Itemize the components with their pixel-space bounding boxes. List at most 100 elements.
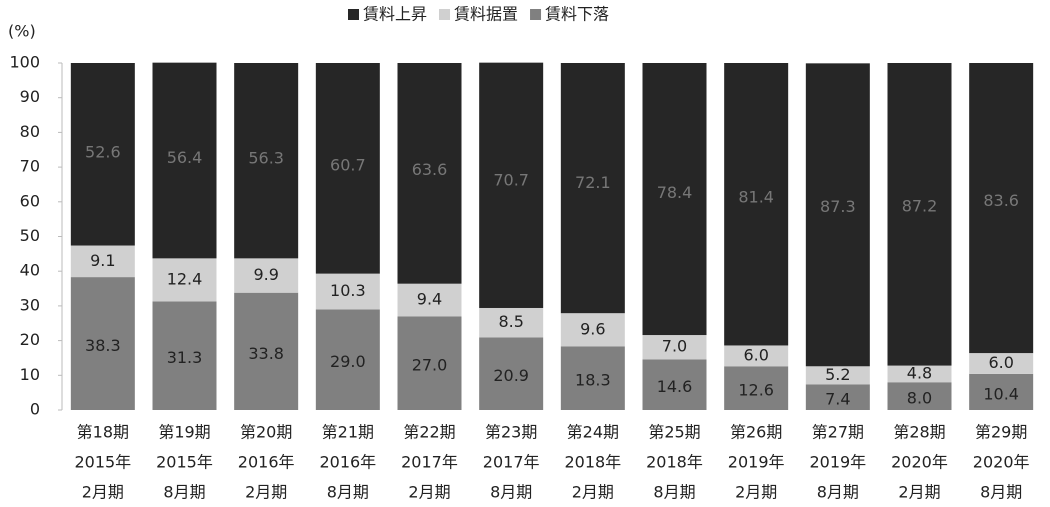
data-label: 33.8	[248, 344, 284, 363]
bar-segment	[479, 62, 544, 308]
data-label: 14.6	[657, 377, 693, 396]
bar-segment	[234, 258, 299, 293]
x-tick-label: 2月期	[408, 483, 450, 502]
x-tick-label: 第28期	[893, 423, 945, 442]
y-axis-label: (%)	[8, 22, 36, 41]
data-label: 6.0	[743, 345, 768, 364]
data-label: 20.9	[493, 366, 529, 385]
bar-segment	[234, 63, 299, 259]
x-tick-label: 2月期	[572, 483, 614, 502]
bar-segment	[315, 273, 380, 310]
bar-segment	[969, 63, 1034, 354]
y-tick-label: 90	[20, 87, 40, 106]
bar-segment	[969, 373, 1034, 410]
x-tick-label: 第29期	[975, 423, 1027, 442]
data-label: 9.1	[90, 251, 115, 270]
data-label: 12.4	[167, 269, 203, 288]
x-tick-label: 2月期	[245, 483, 287, 502]
data-label: 87.2	[902, 197, 938, 216]
data-label: 72.1	[575, 173, 611, 192]
data-label: 4.8	[907, 363, 932, 382]
x-tick-label: 2019年	[809, 453, 866, 472]
bar-segment	[887, 365, 952, 383]
data-label: 29.0	[330, 352, 366, 371]
y-tick-label: 80	[20, 122, 40, 141]
bar-segment	[805, 63, 870, 367]
data-label: 6.0	[988, 353, 1013, 372]
data-label: 5.2	[825, 365, 850, 384]
data-label: 7.4	[825, 390, 850, 409]
bar-segment	[642, 335, 707, 360]
x-tick-label: 第23期	[485, 423, 537, 442]
bar-segment	[642, 359, 707, 410]
x-tick-label: 2015年	[156, 453, 213, 472]
x-tick-label: 2018年	[564, 453, 621, 472]
bar-segment	[315, 63, 380, 274]
y-tick-label: 50	[20, 226, 40, 245]
x-tick-label: 第22期	[403, 423, 455, 442]
bar-segment	[315, 309, 380, 410]
x-tick-label: 2015年	[74, 453, 131, 472]
bar-segment	[234, 292, 299, 410]
data-label: 52.6	[85, 143, 121, 162]
x-tick-label: 第24期	[567, 423, 619, 442]
legend-label: 賃料据置	[454, 5, 518, 24]
data-label: 7.0	[662, 337, 687, 356]
data-label: 12.6	[738, 381, 774, 400]
x-tick-label: 8月期	[817, 483, 859, 502]
legend-swatch	[439, 9, 451, 20]
y-tick-label: 0	[30, 400, 40, 419]
bar-segment	[724, 366, 789, 410]
data-label: 8.5	[498, 312, 523, 331]
data-label: 87.3	[820, 197, 856, 216]
x-tick-label: 8月期	[490, 483, 532, 502]
x-tick-label: 2月期	[735, 483, 777, 502]
bar-segment	[560, 313, 625, 347]
bar-segment	[397, 283, 462, 317]
data-label: 27.0	[412, 356, 448, 375]
y-tick-label: 40	[20, 261, 40, 280]
bar-segment	[397, 63, 462, 284]
x-tick-label: 2019年	[728, 453, 785, 472]
bar-segment	[805, 384, 870, 410]
data-label: 70.7	[493, 171, 529, 190]
bar-segment	[397, 316, 462, 410]
y-tick-label: 60	[20, 191, 40, 210]
bar-segment	[887, 63, 952, 366]
x-tick-label: 2020年	[891, 453, 948, 472]
bar-segment	[152, 301, 217, 410]
bar-segment	[70, 277, 135, 410]
bar-segment	[642, 63, 707, 336]
x-tick-label: 8月期	[163, 483, 205, 502]
bar-segment	[479, 337, 544, 410]
x-tick-label: 8月期	[327, 483, 369, 502]
data-label: 56.4	[167, 148, 203, 167]
data-label: 60.7	[330, 155, 366, 174]
bar-segment	[969, 353, 1034, 374]
x-tick-label: 第21期	[322, 423, 374, 442]
x-tick-label: 第19期	[158, 423, 210, 442]
x-tick-label: 2016年	[319, 453, 376, 472]
data-label: 9.9	[253, 265, 278, 284]
bar-segment	[724, 63, 789, 346]
x-tick-label: 2月期	[82, 483, 124, 502]
x-tick-label: 第27期	[812, 423, 864, 442]
data-label: 81.4	[738, 188, 774, 207]
bar-segment	[560, 63, 625, 314]
x-tick-label: 2018年	[646, 453, 703, 472]
data-label: 18.3	[575, 371, 611, 390]
bar-segment	[70, 63, 135, 246]
data-label: 31.3	[167, 348, 203, 367]
x-tick-label: 第20期	[240, 423, 292, 442]
bar-segment	[560, 346, 625, 410]
data-label: 38.3	[85, 336, 121, 355]
x-tick-label: 8月期	[653, 483, 695, 502]
bar-segment	[152, 258, 217, 302]
data-label: 78.4	[657, 183, 693, 202]
legend-label: 賃料上昇	[363, 5, 427, 24]
y-tick-label: 100	[9, 53, 40, 72]
y-tick-label: 10	[20, 365, 40, 384]
y-tick-label: 70	[20, 157, 40, 176]
x-tick-label: 第26期	[730, 423, 782, 442]
x-tick-label: 2020年	[973, 453, 1030, 472]
